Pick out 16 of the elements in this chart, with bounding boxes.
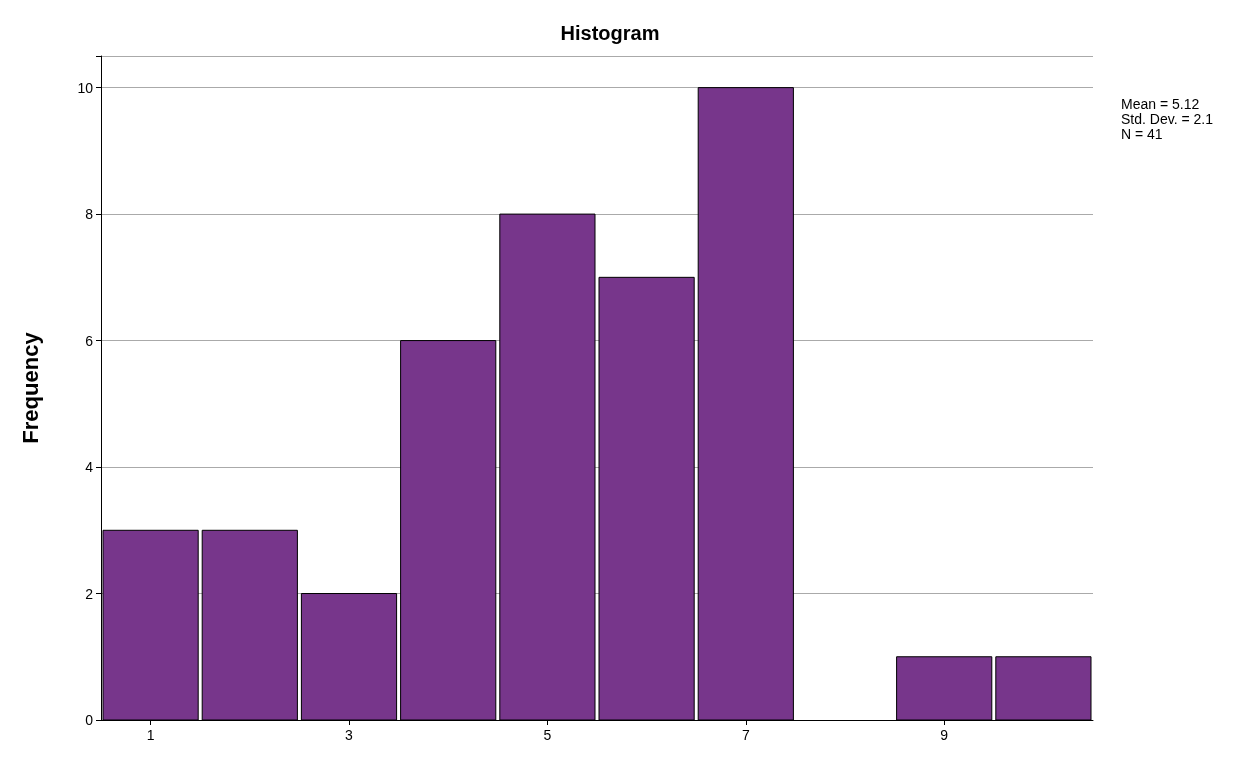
x-tick-label: 3	[345, 727, 354, 743]
y-tick-label: 4	[85, 459, 94, 476]
y-tick-label: 2	[85, 585, 94, 602]
text: Mean = 5.12	[1121, 95, 1200, 112]
y-tick-label: 8	[85, 206, 94, 223]
text: Std. Dev. = 2.1	[1121, 110, 1214, 127]
x-tick-label: 9	[940, 727, 949, 743]
y-tick-label: 0	[85, 712, 94, 728]
chart-title: Histogram	[560, 22, 660, 44]
y-axis-title: Frequency	[17, 331, 43, 444]
text: N = 41	[1121, 125, 1163, 142]
y-tick-label: 6	[85, 332, 94, 349]
x-tick-label: 7	[741, 727, 750, 743]
y-tick-label: 10	[77, 79, 94, 96]
x-tick-label: 5	[543, 727, 552, 743]
x-tick-label: 1	[146, 727, 155, 743]
